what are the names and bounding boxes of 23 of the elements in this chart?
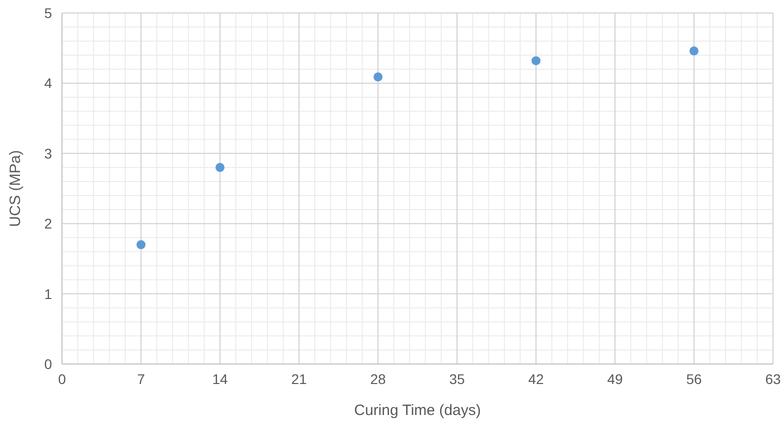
x-tick-label: 14 [212,371,228,387]
y-tick-label: 3 [44,145,52,162]
x-tick-label: 56 [686,371,702,387]
point [689,46,699,56]
y-tick-label: 0 [44,356,52,372]
y-tick-label: 2 [44,216,52,232]
x-tick-label: 28 [370,371,386,387]
point [531,56,541,66]
point [373,72,383,82]
x-tick-label: 0 [58,371,66,387]
y-tick-label: 1 [44,286,52,302]
x-tick-label: 49 [607,371,623,387]
x-tick-label: 63 [765,371,781,387]
point [215,162,225,172]
y-tick-label: 5 [44,5,52,21]
y-tick-label: 4 [44,75,52,92]
x-tick-label: 35 [449,371,465,387]
x-tick-label: 42 [528,371,544,387]
point [136,240,146,250]
x-axis-title: Curing Time (days) [354,402,481,419]
x-tick-label: 21 [291,371,307,387]
y-axis-title: UCS (MPa) [7,150,24,227]
x-tick-label: 7 [137,371,146,387]
